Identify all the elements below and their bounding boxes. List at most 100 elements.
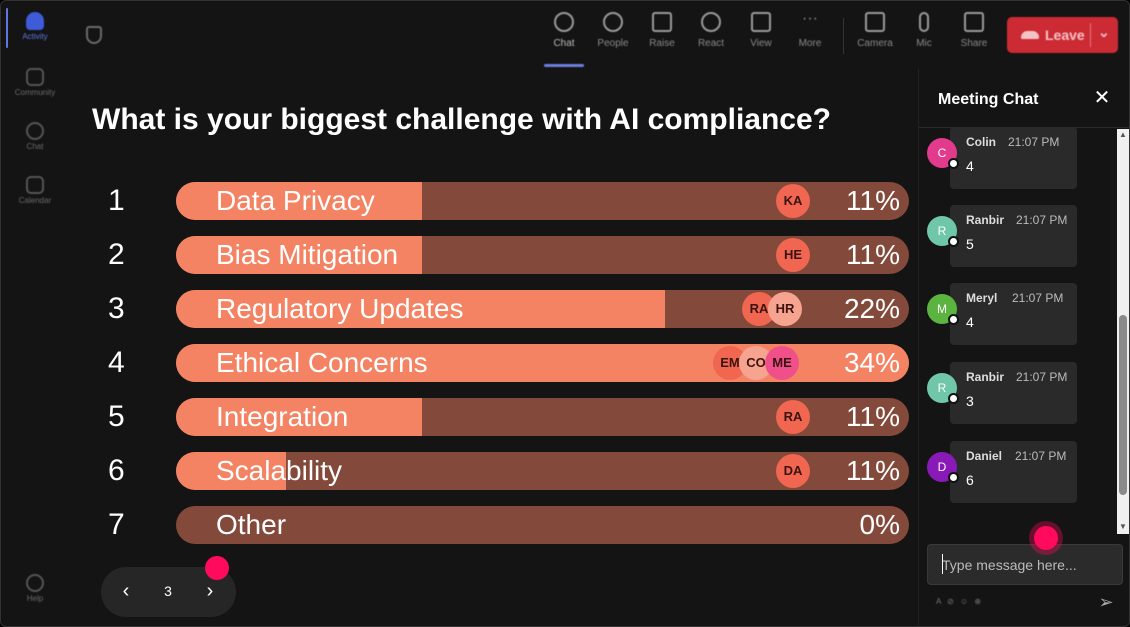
- chevron-left-icon[interactable]: ‹: [122, 580, 130, 602]
- sender-name: Ranbir: [966, 370, 1005, 384]
- share-icon: [964, 12, 984, 32]
- community-icon: [26, 68, 44, 86]
- tool-camera[interactable]: Camera: [854, 12, 896, 62]
- leave-divider: [1090, 23, 1091, 47]
- option-label: Other: [216, 509, 287, 540]
- poll-option-row: 7 Other 0%: [68, 506, 918, 544]
- avatar: D: [927, 452, 959, 483]
- scrollbar-thumb[interactable]: [1119, 315, 1127, 495]
- presence-dot: [948, 472, 959, 483]
- view-icon: [751, 12, 771, 32]
- voter-avatar: ME: [765, 346, 799, 380]
- camera-icon: [865, 12, 885, 32]
- voter-avatar: KA: [776, 184, 810, 218]
- scroll-down-icon[interactable]: ▼: [1119, 522, 1127, 531]
- chat-icon: [554, 12, 574, 32]
- calendar-icon: [26, 176, 44, 194]
- message-time: 21:07 PM: [1016, 213, 1068, 227]
- rail-item-help[interactable]: Help: [2, 570, 68, 618]
- send-icon[interactable]: ➢: [1098, 592, 1114, 612]
- sender-name: Daniel: [966, 449, 1003, 463]
- top-toolbar: Chat People Raise React View ··· More Ca…: [68, 2, 1129, 69]
- message-time: 21:07 PM: [1012, 291, 1064, 305]
- leave-button[interactable]: Leave ⌄: [1007, 17, 1118, 53]
- chat-message-input[interactable]: [927, 544, 1123, 585]
- presence-dot: [948, 236, 959, 247]
- option-label: Ethical Concerns: [216, 347, 428, 378]
- close-icon[interactable]: ✕: [1093, 87, 1111, 109]
- shield-icon: [86, 26, 102, 44]
- voter-avatar: HE: [776, 238, 810, 272]
- option-percent: 11%: [846, 185, 900, 216]
- tool-more[interactable]: ··· More: [798, 10, 822, 50]
- rail-item-activity[interactable]: Activity: [2, 8, 68, 56]
- poll-option-row: 2 Bias Mitigation HE 11%: [68, 236, 918, 274]
- message-body: 5: [966, 236, 974, 252]
- avatar: R: [927, 373, 959, 404]
- active-tool-indicator: [544, 64, 584, 67]
- option-number: 4: [108, 346, 125, 379]
- option-number: 7: [108, 508, 125, 541]
- option-label: Regulatory Updates: [216, 293, 464, 324]
- option-bar-fill: [176, 182, 422, 220]
- phone-hangup-icon: [1021, 31, 1039, 39]
- presence-dot: [948, 158, 959, 169]
- option-number: 6: [108, 454, 125, 487]
- bell-icon: [26, 12, 44, 30]
- option-bar: [176, 506, 909, 544]
- message-body: 6: [966, 472, 974, 488]
- scroll-up-icon[interactable]: ▲: [1119, 130, 1127, 139]
- poll-option-row: 4 Ethical Concerns EM CO ME 34%: [68, 344, 918, 382]
- avatar: M: [927, 294, 959, 325]
- avatar: C: [927, 138, 959, 169]
- tool-view[interactable]: View: [740, 12, 782, 62]
- chat-message: Colin 21:07 PM 4: [950, 127, 1077, 189]
- chat-message: Meryl 21:07 PM 4: [950, 283, 1077, 345]
- tool-chat[interactable]: Chat: [543, 12, 585, 62]
- chat-message: Ranbir 21:07 PM 5: [950, 205, 1077, 267]
- mic-icon: [919, 12, 929, 32]
- tool-mic[interactable]: Mic: [903, 12, 945, 62]
- option-number: 3: [108, 292, 125, 325]
- meeting-chat-panel: Meeting Chat ✕ Colin 21:07 PM 4 C Ranbir…: [918, 69, 1129, 626]
- voter-avatar: HR: [768, 292, 802, 326]
- option-label: Scalability: [216, 455, 343, 486]
- chevron-right-icon[interactable]: ›: [206, 580, 214, 602]
- page-number: 3: [164, 583, 172, 599]
- option-number: 5: [108, 400, 125, 433]
- poll-option-row: 6 Scalability DA 11%: [68, 452, 918, 490]
- option-percent: 34%: [843, 347, 900, 378]
- poll-question: What is your biggest challenge with AI c…: [92, 103, 831, 136]
- more-icon: ···: [802, 10, 818, 27]
- poll-option-row: 3 Regulatory Updates RA HR 22%: [68, 290, 918, 328]
- chevron-down-icon[interactable]: ⌄: [1098, 24, 1110, 40]
- option-bar-fill: [176, 236, 422, 274]
- rail-item-community[interactable]: Community: [2, 64, 68, 112]
- message-time: 21:07 PM: [1016, 370, 1068, 384]
- format-toolbar-icons[interactable]: A ⊘ ☺ ⊕: [936, 597, 984, 606]
- option-percent: 0%: [859, 509, 900, 540]
- toolbar-divider: [843, 18, 844, 54]
- voter-avatar: DA: [776, 454, 810, 488]
- presence-dot: [948, 314, 959, 325]
- tool-people[interactable]: People: [592, 12, 634, 62]
- pointer-indicator: [205, 556, 229, 580]
- rail-active-indicator: [6, 8, 8, 48]
- help-icon: [26, 574, 44, 592]
- chat-scrollbar[interactable]: ▲ ▼: [1117, 129, 1129, 534]
- tool-raise[interactable]: Raise: [641, 12, 683, 62]
- sender-name: Colin: [966, 135, 996, 149]
- voter-avatar: RA: [776, 400, 810, 434]
- chat-title: Meeting Chat: [938, 91, 1039, 108]
- message-time: 21:07 PM: [1008, 135, 1060, 149]
- poll-option-row: 5 Integration RA 11%: [68, 398, 918, 436]
- option-label: Integration: [216, 401, 349, 432]
- rail-item-calendar[interactable]: Calendar: [2, 172, 68, 220]
- avatar: R: [927, 216, 959, 247]
- rail-item-chat[interactable]: Chat: [2, 118, 68, 166]
- option-bar-fill: [176, 452, 286, 490]
- option-percent: 11%: [846, 401, 900, 432]
- sender-name: Meryl: [966, 291, 998, 305]
- tool-share[interactable]: Share: [953, 12, 995, 62]
- tool-react[interactable]: React: [690, 12, 732, 62]
